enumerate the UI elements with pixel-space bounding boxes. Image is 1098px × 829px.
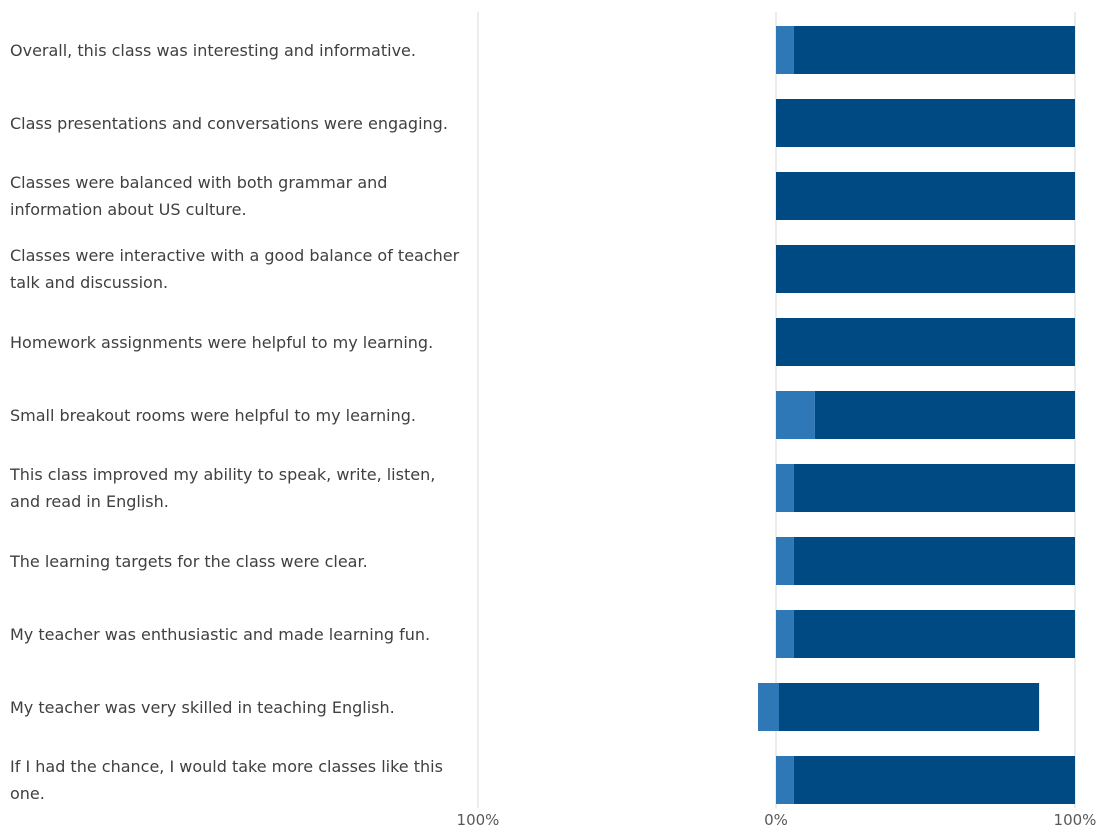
x-tick-label: 100%	[1054, 811, 1097, 829]
bars	[758, 26, 1075, 804]
bar-strongly-agree	[793, 26, 1075, 74]
category-label: Classes were balanced with both grammar …	[10, 173, 388, 219]
bar-strongly-agree	[776, 99, 1075, 147]
bar-strongly-agree	[778, 683, 1040, 731]
bar-agree	[776, 26, 794, 74]
x-tick-label: 0%	[764, 811, 788, 829]
bar-agree	[776, 610, 794, 658]
bar-strongly-agree	[776, 245, 1075, 293]
bar-strongly-agree	[793, 464, 1075, 512]
category-label: Class presentations and conversations we…	[10, 113, 448, 133]
category-label: My teacher was enthusiastic and made lea…	[10, 624, 431, 644]
bar-strongly-agree	[776, 318, 1075, 366]
category-label: Overall, this class was interesting and …	[10, 40, 416, 60]
bar-agree	[758, 683, 779, 731]
bar-agree	[776, 756, 794, 804]
category-label: Classes were interactive with a good bal…	[10, 246, 460, 292]
bar-agree	[776, 391, 815, 439]
category-label: Small breakout rooms were helpful to my …	[10, 405, 416, 425]
bar-strongly-agree	[776, 172, 1075, 220]
category-label: The learning targets for the class were …	[10, 551, 368, 571]
bar-agree	[776, 464, 794, 512]
category-label: If I had the chance, I would take more c…	[10, 757, 443, 803]
bar-strongly-agree	[793, 756, 1075, 804]
bar-strongly-agree	[814, 391, 1075, 439]
category-label: This class improved my ability to speak,…	[10, 465, 436, 511]
category-label: My teacher was very skilled in teaching …	[10, 697, 395, 717]
category-label: Homework assignments were helpful to my …	[10, 332, 434, 352]
x-axis-ticks: 100% 0% 100%	[457, 811, 1097, 829]
bar-strongly-agree	[793, 610, 1075, 658]
bar-strongly-agree	[793, 537, 1075, 585]
bar-agree	[776, 537, 794, 585]
x-tick-label: 100%	[457, 811, 500, 829]
